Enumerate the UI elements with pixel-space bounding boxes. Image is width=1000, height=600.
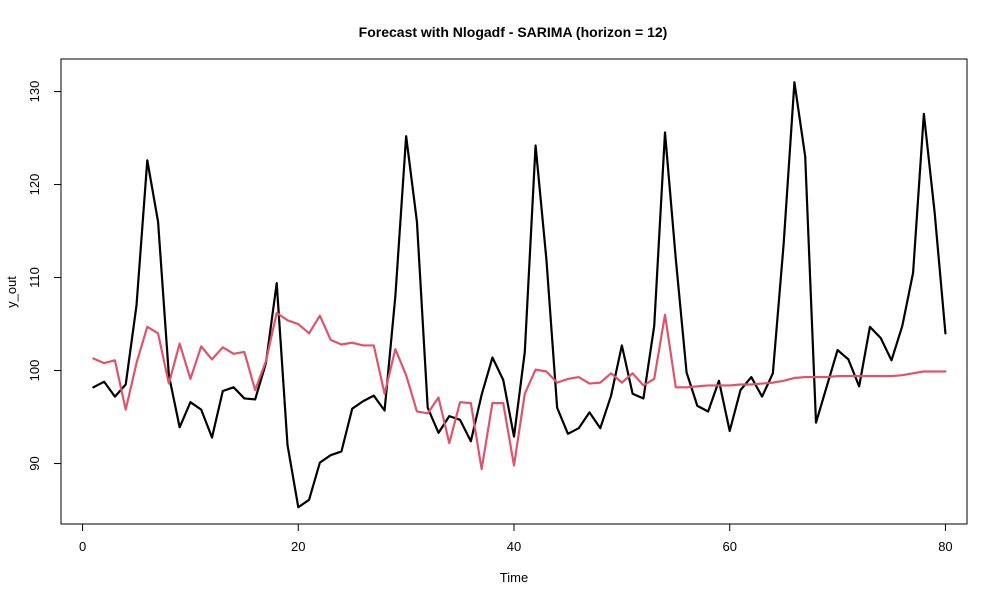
series-line-actual (92, 81, 947, 509)
y-axis-label: y_out (4, 276, 19, 308)
x-tick-label: 80 (938, 539, 952, 554)
x-tick-label: 40 (507, 539, 521, 554)
x-tick-label: 20 (291, 539, 305, 554)
y-tick-label: 100 (27, 360, 42, 382)
series-layer (92, 81, 947, 509)
y-tick-label: 120 (27, 174, 42, 196)
series-line-forecast (92, 311, 947, 471)
x-tick-label: 0 (79, 539, 86, 554)
x-axis-label: Time (500, 570, 528, 585)
y-tick-label: 90 (27, 456, 42, 470)
chart-title: Forecast with Nlogadf - SARIMA (horizon … (359, 24, 668, 40)
y-axis: 90 100 110 120 130 (27, 81, 62, 471)
x-tick-label: 60 (722, 539, 736, 554)
plot-area-frame (60, 58, 968, 525)
y-tick-label: 110 (27, 267, 42, 288)
x-axis: 0 20 40 60 80 (79, 523, 953, 554)
y-tick-label: 130 (27, 81, 42, 103)
